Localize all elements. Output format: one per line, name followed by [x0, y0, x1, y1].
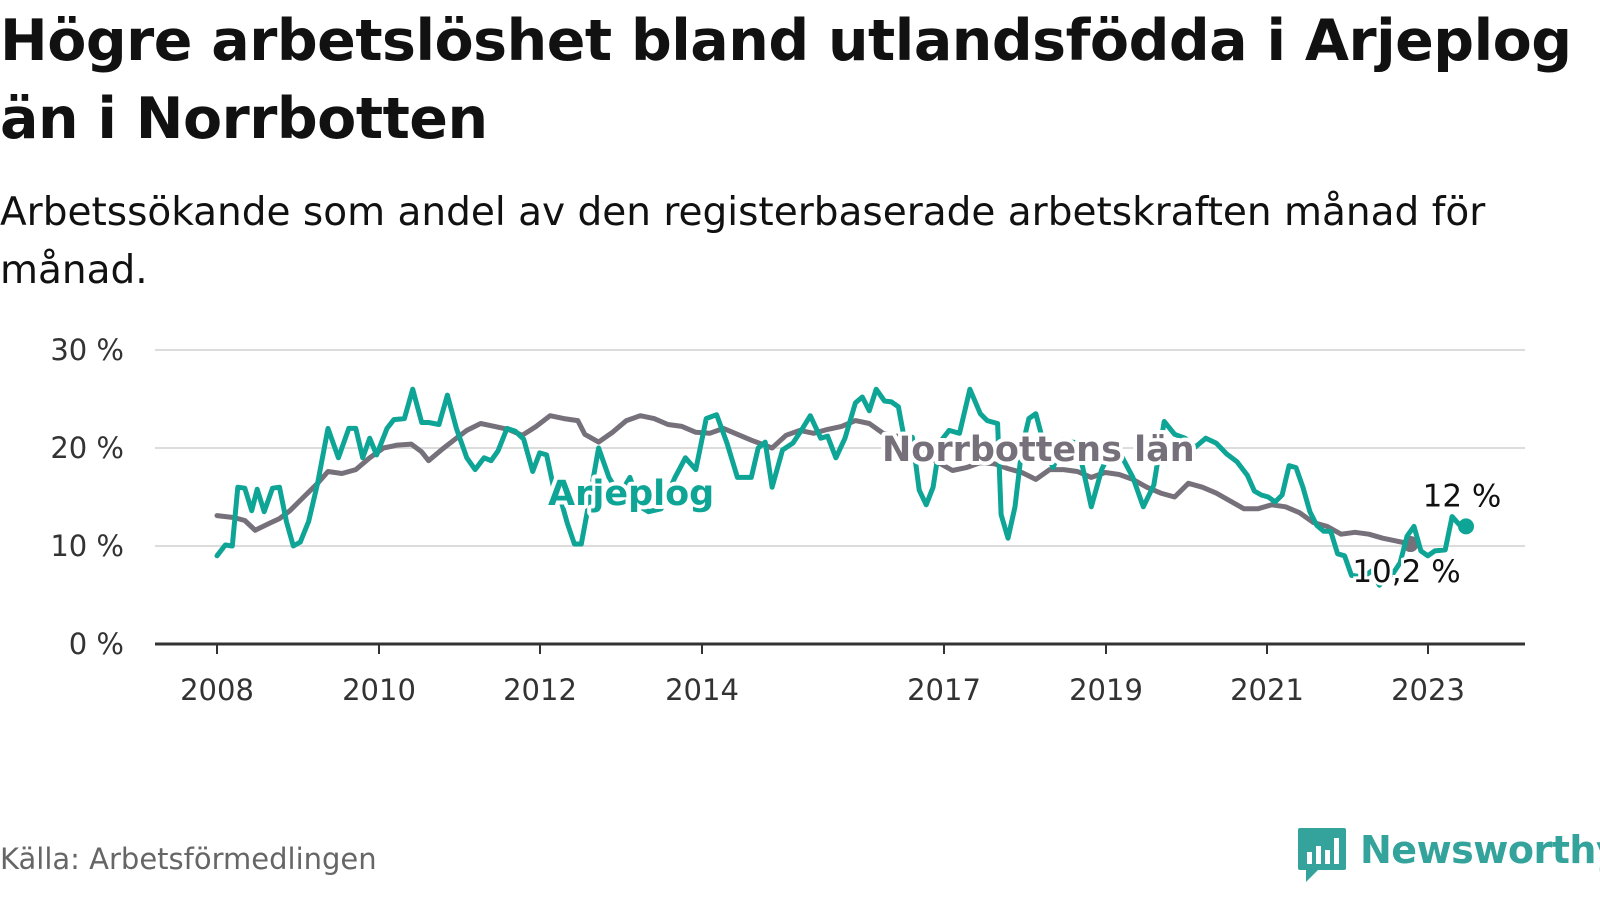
- y-tick-label: 0 %: [69, 627, 124, 661]
- x-tick-label: 2008: [180, 673, 254, 707]
- arjeplog-series-label: Arjeplog: [548, 474, 714, 514]
- arjeplog-end-value: 12 %: [1423, 478, 1502, 514]
- x-tick-label: 2010: [342, 673, 416, 707]
- norrbotten-series-label: Norrbottens län: [882, 430, 1195, 470]
- source-note: Källa: Arbetsförmedlingen: [0, 842, 377, 876]
- line-chart: 0 % 10 % 20 % 30 % 2008 2010 2012 2014 2017 2019…: [50, 333, 1525, 707]
- x-tick-label: 2014: [665, 673, 739, 707]
- norrbotten-end-value: 10,2 %: [1352, 554, 1460, 590]
- norrbotten-line: [214, 413, 1413, 547]
- newsworthy-logo-icon: [1298, 828, 1346, 882]
- y-tick-label: 10 %: [50, 529, 124, 563]
- x-tick-label: 2019: [1069, 673, 1143, 707]
- y-tick-label: 30 %: [50, 333, 124, 367]
- y-tick-label: 20 %: [50, 431, 124, 465]
- newsworthy-logo[interactable]: Newsworthy: [1296, 826, 1600, 892]
- x-tick-label: 2017: [907, 673, 981, 707]
- series-labels: Norrbottens län Arjeplog 12 % 10,2 %: [544, 426, 1504, 593]
- chart-title: Högre arbetslöshet bland utlandsfödda i …: [0, 8, 1572, 152]
- chart-subtitle: Arbetssökande som andel av den registerb…: [0, 190, 1486, 293]
- arjeplog-line: [214, 386, 1469, 588]
- x-tick-label: 2023: [1391, 673, 1465, 707]
- brand-name: Newsworthy: [1360, 828, 1600, 872]
- series-layer: [214, 386, 1474, 588]
- y-axis: 0 % 10 % 20 % 30 %: [50, 333, 124, 661]
- x-axis: 2008 2010 2012 2014 2017 2019 2021 2023: [155, 642, 1525, 707]
- arjeplog-end-dot: [1458, 518, 1474, 535]
- x-tick-label: 2021: [1230, 673, 1304, 707]
- x-tick-label: 2012: [503, 673, 577, 707]
